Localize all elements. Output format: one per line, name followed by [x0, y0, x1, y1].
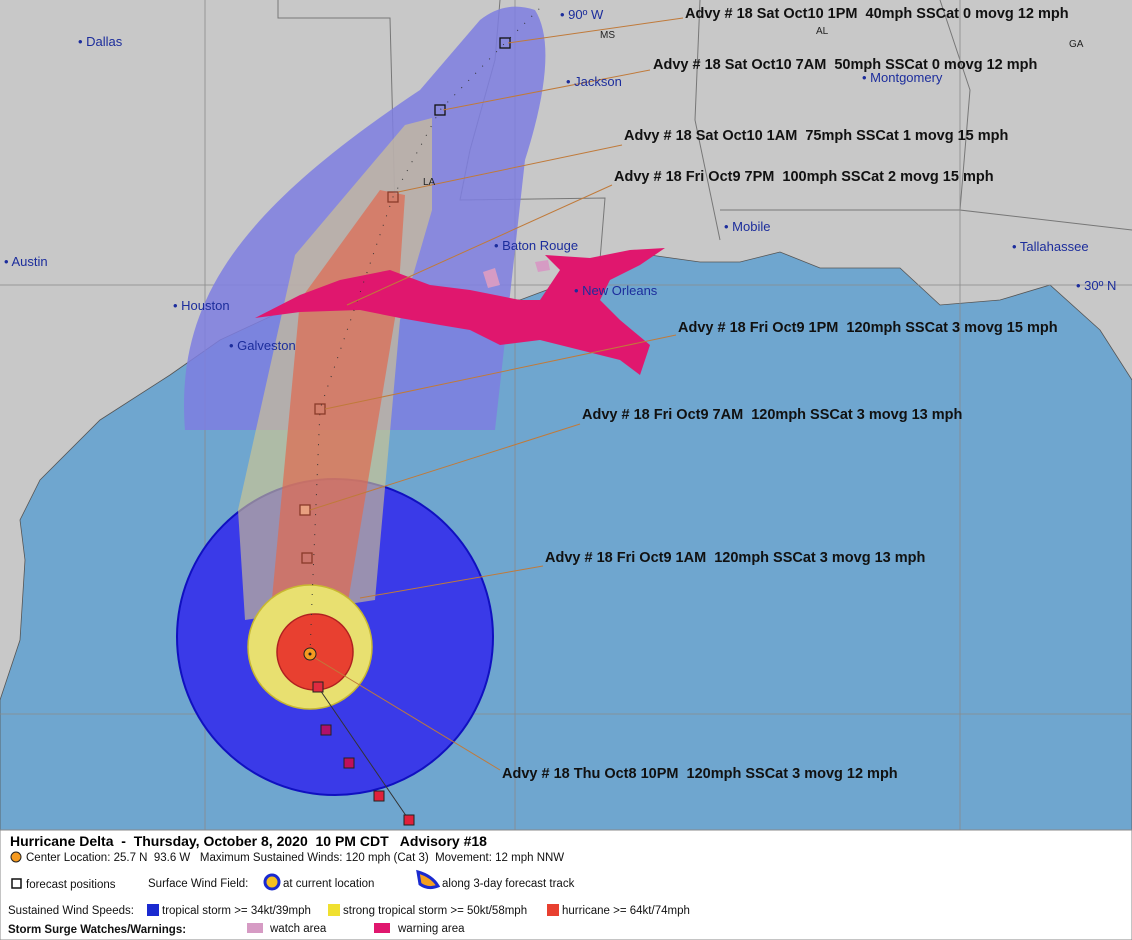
- city: • Jackson: [566, 74, 622, 89]
- leaders: [309, 17, 684, 771]
- advisory: Advy # 18 Fri Oct9 1PM 120mph SSCat 3 mo…: [678, 320, 1058, 336]
- state-label: AL: [816, 26, 829, 37]
- legend-text: Storm Surge Watches/Warnings:: [8, 924, 186, 936]
- grid-label: • 30º N: [1076, 278, 1116, 293]
- legend-text: hurricane >= 64kt/74mph: [562, 905, 690, 917]
- state-label: LA: [423, 177, 436, 188]
- legend-text: at current location: [283, 878, 374, 890]
- track: [309, 7, 541, 821]
- advisory: Advy # 18 Sat Oct10 1PM 40mph SSCat 0 mo…: [685, 6, 1069, 22]
- grid-label: • 90º W: [560, 7, 604, 22]
- legend-text: along 3-day forecast track: [442, 878, 575, 890]
- city: • Mobile: [724, 219, 770, 234]
- legend-title: Hurricane Delta - Thursday, October 8, 2…: [10, 833, 487, 849]
- city: • Austin: [4, 254, 48, 269]
- surge-watch: [483, 260, 550, 288]
- advisory: Advy # 18 Sat Oct10 7AM 50mph SSCat 0 mo…: [653, 57, 1037, 73]
- advisory: Advy # 18 Fri Oct9 7PM 100mph SSCat 2 mo…: [614, 169, 994, 185]
- labels: • 90º W • 30º N MS AL GA LA • Dallas • J…: [4, 6, 1116, 782]
- legend-text: warning area: [397, 923, 465, 935]
- past-positions: [312, 681, 415, 826]
- legend-text: Surface Wind Field:: [148, 878, 248, 890]
- advisory: Advy # 18 Fri Oct9 1AM 120mph SSCat 3 mo…: [545, 550, 925, 566]
- legend-text: strong tropical storm >= 50kt/58mph: [343, 905, 527, 917]
- city: • Dallas: [78, 34, 123, 49]
- city: • Baton Rouge: [494, 238, 578, 253]
- surge-warning: [255, 248, 665, 375]
- city: • New Orleans: [574, 283, 658, 298]
- advisory: Advy # 18 Sat Oct10 1AM 75mph SSCat 1 mo…: [624, 128, 1008, 144]
- forecast-positions: [299, 37, 511, 564]
- advisory: Advy # 18 Fri Oct9 7AM 120mph SSCat 3 mo…: [582, 407, 962, 423]
- city: • Montgomery: [862, 70, 943, 85]
- state-label: MS: [600, 30, 615, 41]
- city: • Houston: [173, 298, 230, 313]
- legend-text: watch area: [269, 923, 327, 935]
- legend-info: Center Location: 25.7 N 93.6 W Maximum S…: [26, 852, 564, 864]
- legend-text: forecast positions: [26, 879, 116, 891]
- state-label: GA: [1069, 39, 1084, 50]
- legend-text: Sustained Wind Speeds:: [8, 905, 134, 917]
- city: • Tallahassee: [1012, 239, 1089, 254]
- legend: Hurricane Delta - Thursday, October 8, 2…: [0, 829, 1132, 940]
- advisory: Advy # 18 Thu Oct8 10PM 120mph SSCat 3 m…: [502, 766, 898, 782]
- city: • Galveston: [229, 338, 296, 353]
- legend-text: tropical storm >= 34kt/39mph: [162, 905, 311, 917]
- center: [303, 647, 317, 661]
